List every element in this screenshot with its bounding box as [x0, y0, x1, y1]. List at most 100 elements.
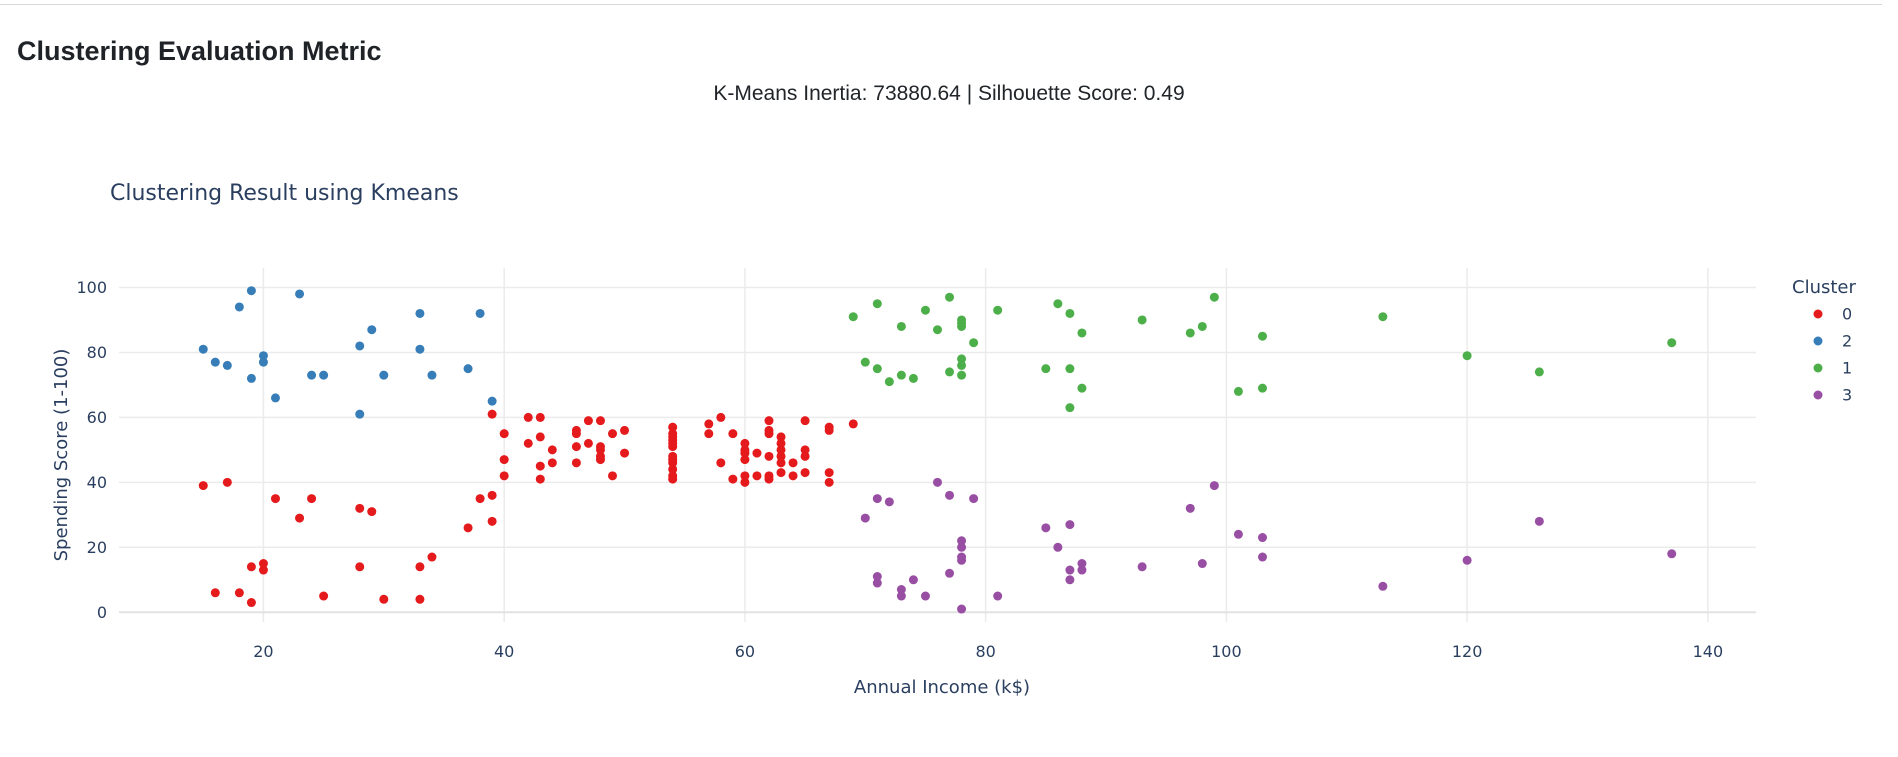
data-point[interactable]	[668, 464, 678, 474]
data-point[interactable]	[993, 305, 1003, 315]
data-point[interactable]	[945, 292, 955, 302]
data-point[interactable]	[258, 357, 268, 367]
data-point[interactable]	[788, 458, 798, 468]
data-point[interactable]	[1257, 331, 1267, 341]
data-point[interactable]	[704, 419, 714, 429]
data-point[interactable]	[716, 458, 726, 468]
data-point[interactable]	[415, 562, 425, 572]
data-point[interactable]	[535, 461, 545, 471]
data-point[interactable]	[1065, 364, 1075, 374]
data-point[interactable]	[295, 289, 305, 299]
data-point[interactable]	[908, 575, 918, 585]
data-point[interactable]	[571, 442, 581, 452]
data-point[interactable]	[487, 516, 497, 526]
data-point[interactable]	[198, 481, 208, 491]
data-point[interactable]	[969, 338, 979, 348]
data-point[interactable]	[355, 503, 365, 513]
data-point[interactable]	[595, 445, 605, 455]
data-point[interactable]	[716, 412, 726, 422]
data-point[interactable]	[957, 354, 967, 364]
data-point[interactable]	[258, 565, 268, 575]
data-point[interactable]	[1077, 328, 1087, 338]
data-point[interactable]	[764, 471, 774, 481]
data-point[interactable]	[776, 468, 786, 478]
data-point[interactable]	[848, 312, 858, 322]
data-point[interactable]	[1137, 315, 1147, 325]
data-point[interactable]	[355, 562, 365, 572]
data-point[interactable]	[463, 523, 473, 533]
data-point[interactable]	[499, 455, 509, 465]
data-point[interactable]	[764, 416, 774, 426]
data-point[interactable]	[1233, 529, 1243, 539]
data-point[interactable]	[740, 438, 750, 448]
data-point[interactable]	[1065, 565, 1075, 575]
data-point[interactable]	[933, 477, 942, 487]
data-point[interactable]	[896, 321, 906, 331]
data-point[interactable]	[957, 604, 967, 614]
data-point[interactable]	[1667, 549, 1677, 559]
data-point[interactable]	[379, 370, 389, 380]
data-point[interactable]	[595, 416, 605, 426]
data-point[interactable]	[1378, 312, 1388, 322]
data-point[interactable]	[608, 471, 618, 481]
data-point[interactable]	[668, 429, 678, 439]
data-point[interactable]	[415, 308, 425, 318]
legend[interactable]: Cluster 0 2 1 3	[1792, 277, 1856, 405]
data-point[interactable]	[427, 552, 437, 562]
data-point[interactable]	[1041, 523, 1051, 533]
data-point[interactable]	[246, 286, 256, 296]
data-point[interactable]	[198, 344, 208, 354]
data-point[interactable]	[535, 412, 545, 422]
legend-item-0[interactable]: 0	[1813, 305, 1853, 324]
data-point[interactable]	[740, 455, 750, 465]
data-point[interactable]	[872, 578, 882, 588]
data-point[interactable]	[1257, 552, 1267, 562]
data-point[interactable]	[872, 299, 882, 309]
data-point[interactable]	[1185, 503, 1195, 513]
data-point[interactable]	[668, 451, 678, 461]
data-point[interactable]	[523, 438, 533, 448]
data-point[interactable]	[547, 458, 557, 468]
data-point[interactable]	[355, 341, 365, 351]
data-point[interactable]	[246, 562, 256, 572]
data-point[interactable]	[270, 393, 280, 403]
data-point[interactable]	[848, 419, 858, 429]
data-point[interactable]	[1197, 559, 1207, 569]
data-point[interactable]	[776, 432, 786, 442]
data-point[interactable]	[945, 568, 955, 578]
data-point[interactable]	[487, 490, 497, 500]
data-point[interactable]	[668, 442, 678, 452]
data-point[interactable]	[307, 370, 317, 380]
data-point[interactable]	[1209, 481, 1219, 491]
data-point[interactable]	[1077, 565, 1087, 575]
data-point[interactable]	[1534, 367, 1544, 377]
data-point[interactable]	[258, 351, 268, 361]
data-point[interactable]	[969, 494, 979, 504]
data-point[interactable]	[463, 364, 473, 374]
data-point[interactable]	[668, 458, 678, 468]
data-point[interactable]	[583, 416, 593, 426]
data-point[interactable]	[764, 425, 774, 435]
data-point[interactable]	[571, 458, 581, 468]
data-point[interactable]	[908, 373, 918, 383]
data-point[interactable]	[379, 594, 389, 604]
data-point[interactable]	[1053, 542, 1063, 552]
data-point[interactable]	[1041, 364, 1051, 374]
data-point[interactable]	[210, 357, 220, 367]
data-point[interactable]	[1378, 581, 1388, 591]
data-point[interactable]	[246, 598, 256, 608]
data-point[interactable]	[896, 370, 906, 380]
data-point[interactable]	[728, 429, 738, 439]
data-point[interactable]	[945, 490, 955, 500]
data-point[interactable]	[957, 318, 967, 328]
data-point[interactable]	[1137, 562, 1147, 572]
data-point[interactable]	[319, 370, 329, 380]
data-point[interactable]	[1667, 338, 1677, 348]
data-point[interactable]	[427, 370, 437, 380]
data-point[interactable]	[740, 477, 750, 487]
data-point[interactable]	[1185, 328, 1195, 338]
data-point[interactable]	[583, 438, 593, 448]
data-point[interactable]	[234, 588, 244, 598]
data-point[interactable]	[210, 588, 220, 598]
data-point[interactable]	[860, 357, 870, 367]
